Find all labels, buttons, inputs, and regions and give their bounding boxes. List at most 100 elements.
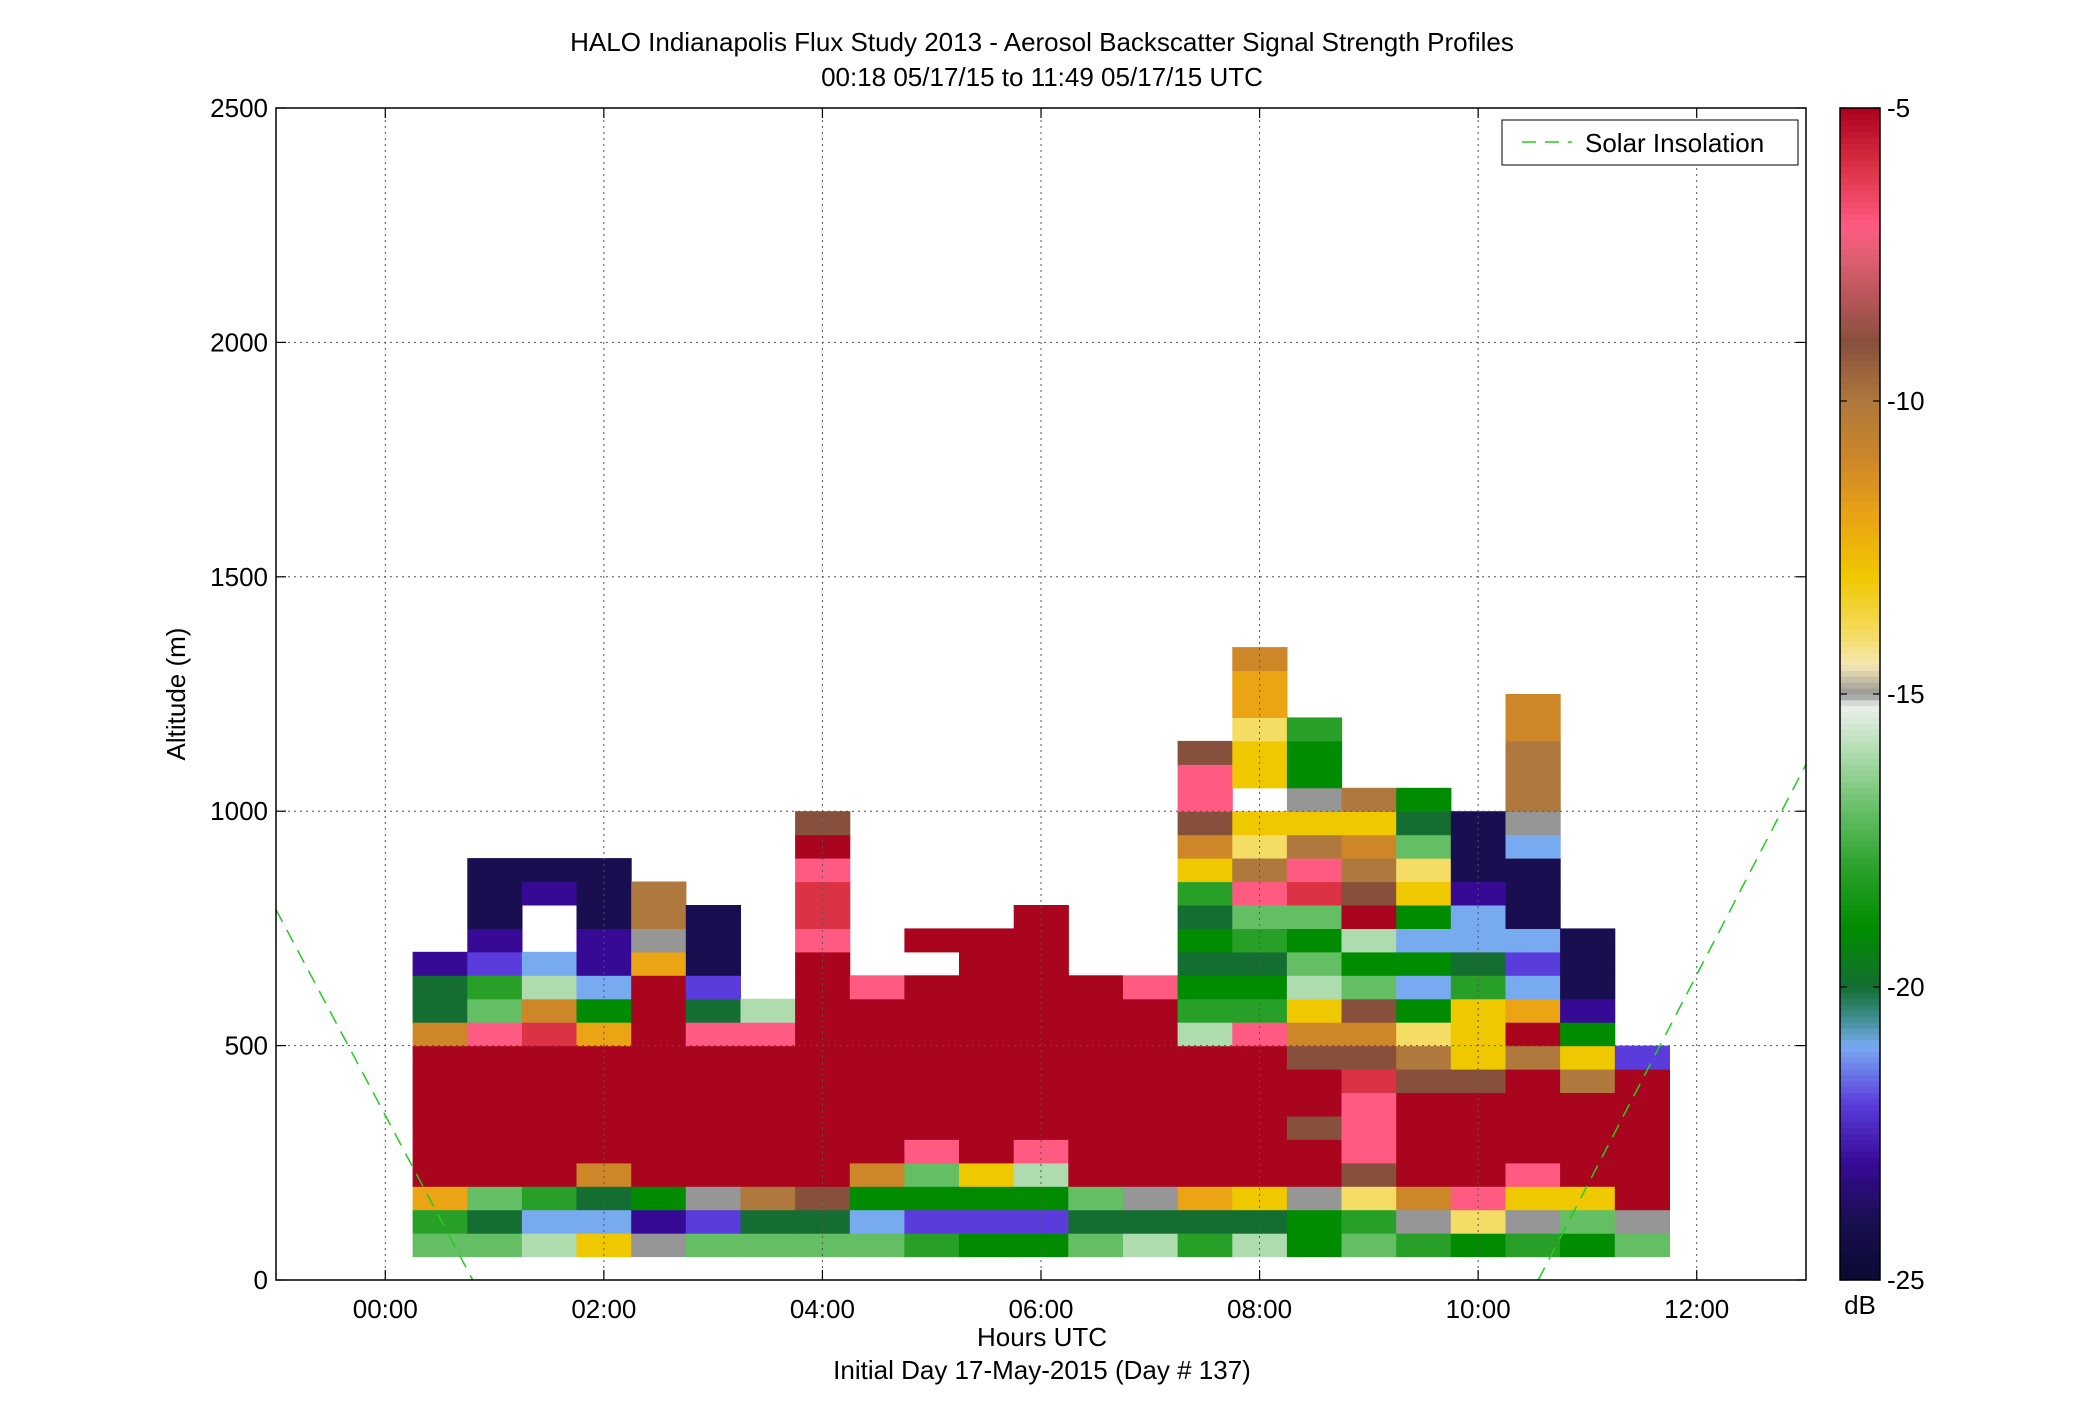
- colorbar-band: [1840, 1221, 1880, 1228]
- heatmap-cell: [685, 951, 741, 976]
- colorbar-band: [1840, 1127, 1880, 1134]
- chart-subtitle: 00:18 05/17/15 to 11:49 05/17/15 UTC: [821, 62, 1263, 92]
- colorbar-band: [1840, 987, 1880, 994]
- colorbar-band: [1840, 248, 1880, 255]
- colorbar-band: [1840, 992, 1880, 1000]
- heatmap-cell: [1232, 764, 1288, 789]
- heatmap-cell: [1232, 1115, 1288, 1140]
- colorbar-band: [1840, 817, 1880, 824]
- colorbar-band: [1840, 330, 1880, 338]
- heatmap-cell: [1560, 1022, 1616, 1047]
- heatmap-cell: [1396, 1045, 1452, 1070]
- colorbar-band: [1840, 752, 1880, 759]
- heatmap-cell: [849, 1233, 905, 1258]
- colorbar-band: [1840, 459, 1880, 466]
- colorbar-band: [1840, 318, 1880, 326]
- colorbar-band: [1840, 1033, 1880, 1041]
- heatmap-cell: [1341, 998, 1397, 1023]
- heatmap-cell: [1505, 1045, 1561, 1070]
- heatmap-cell: [521, 1186, 578, 1211]
- heatmap-cell: [1505, 975, 1561, 1000]
- colorbar-band: [1840, 1209, 1880, 1217]
- heatmap-cell: [631, 881, 687, 906]
- heatmap-cell: [740, 1186, 796, 1211]
- colorbar-band: [1840, 395, 1880, 402]
- heatmap-cell: [521, 881, 578, 906]
- heatmap-cell: [631, 928, 687, 953]
- colorbar-band: [1840, 301, 1880, 308]
- heatmap-cell: [740, 1139, 796, 1164]
- colorbar-band: [1840, 178, 1880, 185]
- heatmap-cell: [740, 998, 796, 1023]
- heatmap-cell: [1123, 1045, 1179, 1070]
- heatmap-cell: [1560, 1045, 1616, 1070]
- heatmap-cell: [959, 1139, 1015, 1164]
- heatmap-cell: [1505, 1022, 1561, 1047]
- colorbar-band: [1840, 1268, 1880, 1275]
- colorbar-band: [1840, 406, 1880, 414]
- heatmap-cell: [904, 1045, 960, 1070]
- colorbar-band: [1840, 125, 1880, 132]
- heatmap-cell: [1396, 858, 1452, 883]
- colorbar-band: [1840, 547, 1880, 554]
- heatmap-cell: [1450, 1115, 1506, 1140]
- colorbar-tick-label: -20: [1887, 972, 1925, 1002]
- heatmap-cell: [1013, 1115, 1069, 1140]
- heatmap-cell: [1341, 1162, 1397, 1187]
- heatmap-cell: [412, 951, 468, 976]
- colorbar-band: [1840, 143, 1880, 150]
- heatmap-cell: [1286, 811, 1343, 836]
- solar-insolation-lines: [275, 763, 1807, 1281]
- colorbar-band: [1840, 1051, 1880, 1058]
- colorbar-band: [1840, 1180, 1880, 1187]
- heatmap-cell: [1068, 1045, 1124, 1070]
- heatmap-cell: [1505, 1115, 1561, 1140]
- colorbar-band: [1840, 945, 1880, 953]
- heatmap-cell: [1396, 1139, 1452, 1164]
- colorbar-band: [1840, 688, 1880, 695]
- x-tick-label: 12:00: [1664, 1294, 1729, 1324]
- heatmap-cell: [1286, 881, 1343, 906]
- heatmap-cell: [1286, 1209, 1343, 1234]
- colorbar-band: [1840, 313, 1880, 320]
- colorbar-band: [1840, 365, 1880, 373]
- colorbar-tick-label: -5: [1887, 93, 1910, 123]
- heatmap-cell: [685, 1139, 741, 1164]
- heatmap-cell: [521, 1115, 578, 1140]
- colorbar-band: [1840, 1080, 1880, 1088]
- heatmap-cell: [1177, 998, 1233, 1023]
- x-axis-label: Hours UTC: [977, 1322, 1107, 1352]
- x-tick-label: 02:00: [571, 1294, 636, 1324]
- colorbar-band: [1840, 342, 1880, 349]
- colorbar-tick-label: -25: [1887, 1265, 1925, 1295]
- heatmap-cell: [467, 1139, 523, 1164]
- heatmap-cell: [849, 1186, 905, 1211]
- heatmap-cell: [1123, 1069, 1179, 1093]
- heatmap-cell: [1505, 1139, 1561, 1164]
- colorbar-band: [1840, 1004, 1880, 1011]
- heatmap-cell: [1560, 1115, 1616, 1140]
- colorbar-band: [1840, 717, 1880, 724]
- colorbar-band: [1840, 524, 1880, 531]
- heatmap-cell: [849, 975, 905, 1000]
- heatmap-cell: [740, 1233, 796, 1258]
- heatmap-cell: [1123, 1209, 1179, 1234]
- heatmap-cell: [1177, 975, 1233, 1000]
- heatmap-cell: [1286, 998, 1343, 1023]
- heatmap-cell: [412, 1092, 468, 1117]
- heatmap-cell: [1123, 1022, 1179, 1047]
- heatmap-cell: [1560, 1209, 1616, 1234]
- heatmap-cell: [467, 1092, 523, 1117]
- colorbar-band: [1840, 1045, 1880, 1052]
- heatmap-cell: [795, 1115, 851, 1140]
- colorbar-band: [1840, 694, 1880, 701]
- heatmap-cell: [1614, 1162, 1670, 1187]
- colorbar-band: [1840, 424, 1880, 431]
- heatmap-cell: [1560, 1186, 1616, 1211]
- y-tick-label: 2000: [210, 327, 268, 357]
- colorbar-band: [1840, 1133, 1880, 1140]
- heatmap-cell: [1286, 1069, 1343, 1093]
- heatmap-cell: [412, 1115, 468, 1140]
- colorbar-band: [1840, 160, 1880, 168]
- heatmap-cell: [412, 998, 468, 1023]
